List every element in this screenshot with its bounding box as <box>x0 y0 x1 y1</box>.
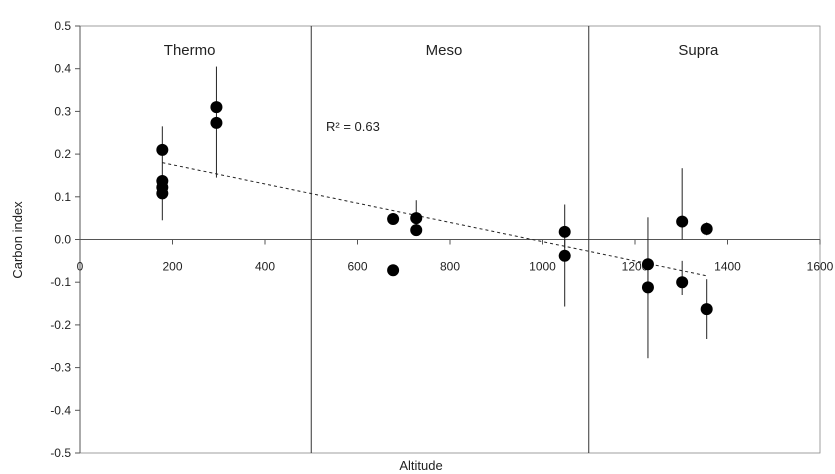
x-tick-labels: 0 200 400 600 800 1000 1200 1400 1600 <box>77 260 834 274</box>
zone-dividers: Thermo Meso Supra <box>164 26 719 453</box>
x-axis-title: Altitude <box>399 458 442 473</box>
trendline <box>162 162 707 277</box>
y-tick-label: -0.1 <box>50 275 71 289</box>
y-tick-label: 0.4 <box>54 62 71 76</box>
r-squared-annotation: R² = 0.63 <box>326 119 380 134</box>
data-point <box>387 213 400 226</box>
y-tick-label: 0.3 <box>54 104 71 118</box>
x-tick-label: 0 <box>77 260 84 274</box>
y-tick-label: 0.2 <box>54 147 71 161</box>
data-point <box>410 212 423 225</box>
data-point <box>410 224 423 237</box>
y-tick-label: -0.2 <box>50 318 71 332</box>
x-tick-label: 1400 <box>714 260 741 274</box>
data-point <box>641 281 654 294</box>
y-tick-labels: -0.5 -0.4 -0.3 -0.2 -0.1 0.0 0.1 0.2 0.3 0.4 0.5 <box>50 19 71 460</box>
y-tick-label: 0.5 <box>54 19 71 33</box>
y-tick-label: -0.3 <box>50 361 71 375</box>
x-tick-label: 1200 <box>622 260 649 274</box>
x-tick-label: 200 <box>162 260 182 274</box>
data-point <box>210 101 223 114</box>
x-tick-label: 400 <box>255 260 275 274</box>
data-point <box>558 225 571 238</box>
data-point <box>676 276 689 289</box>
axes <box>75 25 821 454</box>
y-tick-label: 0.0 <box>54 233 71 247</box>
trendline-group <box>162 162 707 277</box>
y-axis-title: Carbon index <box>10 201 25 279</box>
zone-label-meso: Meso <box>426 42 463 59</box>
y-tick-label: -0.4 <box>50 403 71 417</box>
data-point <box>558 249 571 262</box>
x-tick-label: 1600 <box>807 260 834 274</box>
data-point <box>156 187 169 200</box>
y-tick-label: -0.5 <box>50 446 71 460</box>
data-point <box>210 116 223 129</box>
data-point <box>676 215 689 228</box>
data-point <box>641 258 654 271</box>
x-tick-label: 800 <box>440 260 460 274</box>
data-point <box>156 143 169 156</box>
x-tick-label: 1000 <box>529 260 556 274</box>
x-tick-label: 600 <box>347 260 367 274</box>
data-points <box>156 101 713 316</box>
data-point <box>387 264 400 277</box>
data-point <box>700 303 713 316</box>
data-point <box>700 222 713 235</box>
y-tick-label: 0.1 <box>54 190 71 204</box>
zone-label-supra: Supra <box>678 42 719 59</box>
error-bars <box>161 66 708 359</box>
zone-label-thermo: Thermo <box>164 42 216 59</box>
